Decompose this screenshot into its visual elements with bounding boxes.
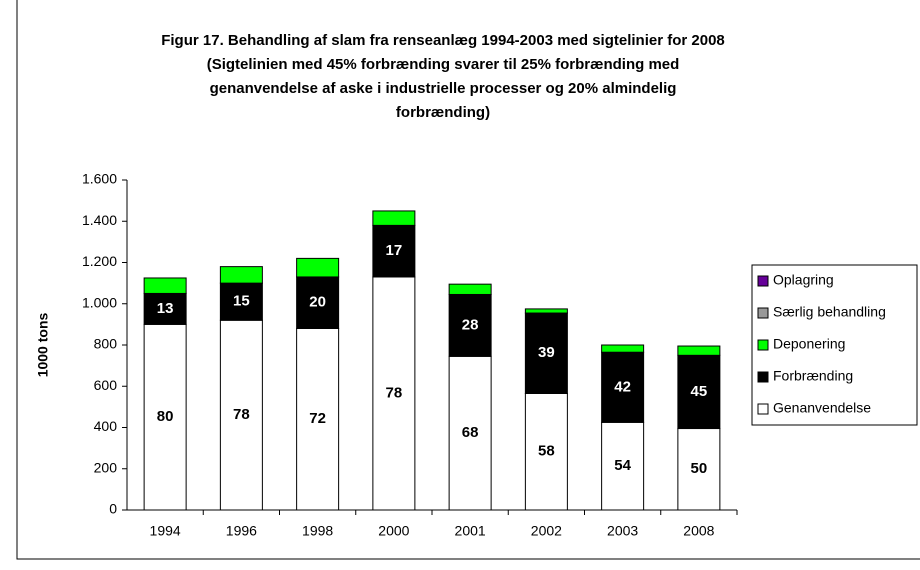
segment-label: 50 xyxy=(691,460,708,477)
bar-segment xyxy=(677,428,721,511)
title-line: forbrænding) xyxy=(396,104,490,121)
bar-segment xyxy=(601,421,645,511)
x-tick-label: 1994 xyxy=(150,523,181,539)
bar-segment xyxy=(143,323,187,511)
bar-segment xyxy=(296,328,340,511)
legend-label: Særlig behandling xyxy=(773,304,886,320)
bar-segment xyxy=(677,354,721,430)
bar-segment xyxy=(524,392,568,511)
y-tick-label: 1.400 xyxy=(82,212,117,228)
bar-segment xyxy=(372,224,416,278)
segment-label: 15 xyxy=(233,293,250,310)
segment-label: 72 xyxy=(309,410,326,427)
bar-segment xyxy=(601,344,645,353)
legend-swatch xyxy=(757,275,769,287)
legend-swatch xyxy=(757,339,769,351)
y-tick-label: 1.600 xyxy=(82,171,117,187)
x-tick-label: 2003 xyxy=(607,523,638,539)
legend-label: Genanvendelse xyxy=(773,400,871,416)
bar-segment xyxy=(448,355,492,511)
legend-label: Forbrænding xyxy=(773,368,853,384)
segment-label: 13 xyxy=(157,300,174,317)
bar-segment xyxy=(601,351,645,423)
segment-label: 28 xyxy=(462,316,479,333)
segment-label: 58 xyxy=(538,443,555,460)
segment-label: 39 xyxy=(538,344,555,361)
bar-segment xyxy=(372,210,416,226)
title-line: (Sigtelinien med 45% forbrænding svarer … xyxy=(207,56,680,73)
y-tick-label: 1.000 xyxy=(82,294,117,310)
x-tick-label: 2000 xyxy=(378,523,409,539)
legend-label: Deponering xyxy=(773,336,845,352)
bar-segment xyxy=(143,277,187,294)
legend-box xyxy=(751,264,918,426)
x-tick-label: 1998 xyxy=(302,523,333,539)
segment-label: 78 xyxy=(386,384,403,401)
bar-segment xyxy=(448,293,492,357)
bar-segment xyxy=(448,283,492,295)
segment-label: 45 xyxy=(691,383,708,400)
legend-swatch xyxy=(757,371,769,383)
bar-segment xyxy=(524,312,568,394)
segment-label: 17 xyxy=(386,242,403,259)
bar-segment xyxy=(143,292,187,325)
segment-label: 68 xyxy=(462,424,479,441)
segment-label: 54 xyxy=(614,457,631,474)
segment-label: 20 xyxy=(309,294,326,311)
bar-segment xyxy=(296,276,340,329)
legend-label: Oplagring xyxy=(773,272,834,288)
segment-label: 80 xyxy=(157,408,174,425)
x-tick-label: 2008 xyxy=(683,523,714,539)
y-tick-label: 200 xyxy=(94,459,118,475)
y-tick-label: 400 xyxy=(94,418,118,434)
y-axis-label: 1000 tons xyxy=(35,312,51,377)
y-tick-label: 0 xyxy=(109,501,117,517)
segment-label: 78 xyxy=(233,406,250,423)
bar-segment xyxy=(372,276,416,511)
x-tick-label: 1996 xyxy=(226,523,257,539)
legend-swatch xyxy=(757,403,769,415)
x-tick-label: 2002 xyxy=(531,523,562,539)
y-tick-label: 1.200 xyxy=(82,253,117,269)
segment-label: 42 xyxy=(614,378,631,395)
bar-segment xyxy=(524,308,568,314)
title-line: Figur 17. Behandling af slam fra rensean… xyxy=(161,32,725,49)
bar-segment xyxy=(296,257,340,278)
y-tick-label: 800 xyxy=(94,336,118,352)
bar-segment xyxy=(219,266,263,284)
y-tick-label: 600 xyxy=(94,377,118,393)
legend-swatch xyxy=(757,307,769,319)
title-line: genanvendelse af aske i industrielle pro… xyxy=(210,80,677,97)
x-tick-label: 2001 xyxy=(455,523,486,539)
bar-segment xyxy=(677,345,721,356)
